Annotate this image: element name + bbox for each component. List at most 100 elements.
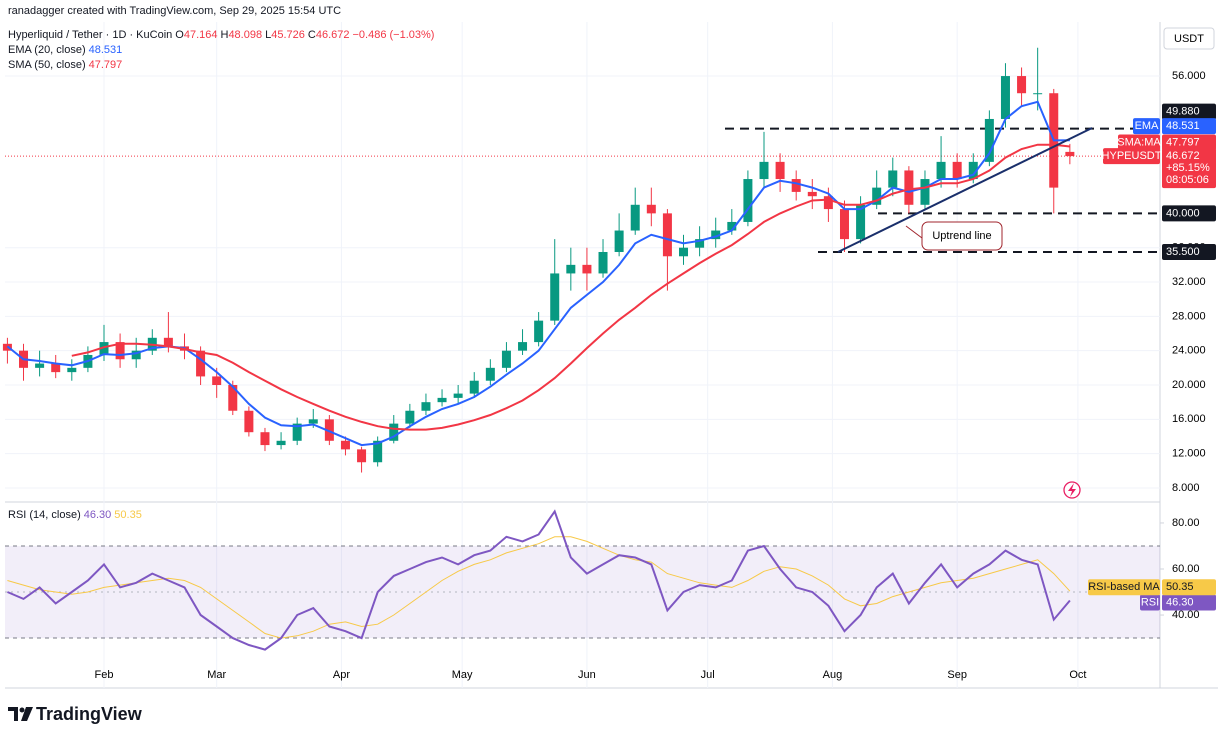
series-value-box [1162,134,1216,151]
candle-body [163,337,173,347]
y-tick-label: 60.00 [1172,563,1200,575]
ohlc-value: 48.098 [228,29,263,41]
candle-body [340,440,350,450]
series-tag-box [1088,579,1160,596]
price-box [1162,148,1216,189]
legend-value: 48.531 [88,44,123,56]
y-tick-label: 8.000 [1172,482,1200,494]
candle-body [485,367,495,381]
candle-body [276,440,286,446]
indicator-line [7,536,1071,639]
legend: Hyperliquid / Tether · 1D · KuCoin O47.16… [8,29,437,41]
level-label-box [1162,103,1216,120]
series-value-box [1162,594,1216,611]
annotation-box [921,221,1003,251]
candle-body [357,449,367,463]
candle-body [1000,76,1010,119]
candle-body [196,350,206,377]
candle-body [1033,93,1043,95]
candle-body [292,423,302,441]
candle-body [405,410,415,424]
x-tick-label: Jul [701,669,715,681]
ohlc-label: O [175,29,184,41]
candle-body [518,342,528,351]
candle-body [212,376,222,386]
candle-body [582,264,592,274]
candle-body [501,350,511,368]
symbol-tag: HYPEUSDT [1102,150,1162,162]
candle-body [99,342,109,355]
candle-body [839,209,849,240]
candle-body [550,273,560,321]
candle-body [775,161,785,180]
x-tick-label: Mar [207,669,226,681]
ohlc-value: 47.164 [183,29,218,41]
candle-body [984,118,994,162]
candle-body [823,196,833,210]
candle-body [662,213,672,257]
candle-body [67,367,77,373]
y-axis-unit: USDT [1174,33,1204,45]
unit-box [1163,27,1215,50]
trend-line [837,127,1093,253]
y-tick-label: 56.000 [1172,70,1206,82]
ohlc-value: 46.672 [315,29,350,41]
change-percent: +85.15% [1166,162,1210,174]
candle-body [453,393,463,398]
credit: ranadagger created with TradingView.com,… [8,5,342,17]
series-tag: EMA [1135,120,1160,132]
candle-body [389,423,399,441]
legend-label: EMA (20, close) [8,44,86,56]
x-tick-label: Sep [947,669,967,681]
annotation-pointer [905,225,923,239]
candle-body [807,191,817,197]
change: −0.486 (−1.03%) [352,29,435,41]
candle-body [534,320,544,343]
y-tick-label: 80.00 [1172,517,1200,529]
candle-body [888,170,898,188]
axis-labels: Feb Mar Apr May Jun Jul Aug Sep Oct 8.000 12.000 16… [95,70,1216,681]
legend: SMA (50, close) 47.797 [8,59,125,71]
level-label: 35.500 [1166,246,1200,258]
last-price: 46.672 [1166,150,1200,162]
level-label: 49.880 [1166,105,1200,117]
ohlc-label: L [265,29,272,41]
ohlc-label: C [307,29,316,41]
countdown: 08:05:06 [1166,174,1209,186]
series-value: 48.531 [1166,120,1200,132]
annotation-text: Uptrend line [932,230,991,242]
candle-body [791,179,801,192]
x-tick-label: Apr [333,669,350,681]
y-tick-label: 32.000 [1172,276,1206,288]
x-tick-label: Feb [95,669,114,681]
candle-body [115,342,125,360]
y-tick-label: 40.00 [1172,609,1200,621]
candle-body [968,161,978,180]
series-value: 47.797 [1166,136,1200,148]
candle-body [244,410,254,433]
flash-icon [1063,481,1081,499]
series-tag-box [1140,594,1160,611]
candle-body [469,380,479,394]
candle-body [646,204,656,214]
series-tag: RSI-based MA [1088,581,1160,593]
series-value-box [1162,118,1216,135]
symbol-title: Hyperliquid / Tether · 1D · KuCoin [8,29,173,41]
candle-body [598,251,608,274]
candle-body [131,350,141,360]
legend-label: SMA (50, close) [8,59,86,71]
candle-body [566,264,576,274]
series-tag: RSI [1141,596,1159,608]
series-tag: SMA:MA [1117,136,1161,148]
legend-label: RSI (14, close) [8,509,81,521]
candle-body [936,161,946,180]
symbol-tag-box [1103,148,1160,165]
series-tag-box [1133,118,1160,135]
candle-body [759,161,769,180]
ohlc-value: 45.726 [271,29,305,41]
legend: RSI (14, close) 46.30 50.35 [8,509,145,521]
x-tick-label: May [452,669,473,681]
candle-body [743,179,753,222]
